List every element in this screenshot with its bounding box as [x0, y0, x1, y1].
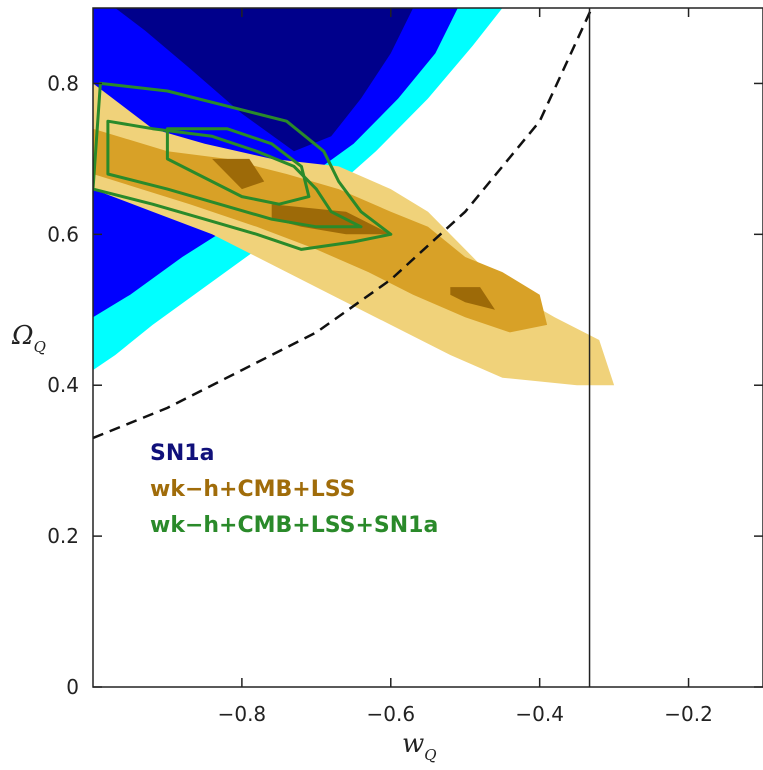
lss-contour-5	[450, 287, 495, 310]
x-tick-label: −0.2	[664, 702, 713, 726]
tick-layer: −0.8 −0.6 −0.4 −0.2 0 0.2 0.4 0.6 0.8	[47, 8, 763, 726]
legend-entry-sn1a: SN1a	[150, 441, 214, 466]
contour-layer	[93, 8, 615, 386]
y-tick-label: 0.6	[47, 222, 79, 246]
legend: SN1a wk−h+CMB+LSS wk−h+CMB+LSS+SN1a	[150, 441, 438, 538]
plot-frame	[92, 7, 763, 688]
x-axis-label: wQ	[402, 729, 437, 764]
y-tick-label: 0	[66, 675, 79, 699]
lss-contour-3	[212, 158, 265, 190]
y-tick-label: 0.2	[47, 524, 79, 548]
y-tick-label: 0.4	[47, 373, 79, 397]
sn1a-contour-3	[115, 8, 414, 152]
x-tick-label: −0.4	[515, 702, 564, 726]
overlay-layer	[93, 8, 593, 687]
legend-entry-wkh-cmb-lss-sn1a: wk−h+CMB+LSS+SN1a	[150, 513, 438, 538]
y-axis-label: ΩQ	[11, 321, 46, 356]
x-tick-label: −0.6	[366, 702, 415, 726]
acceleration-boundary-curve	[93, 8, 593, 440]
combined-contour-1	[93, 81, 393, 251]
combined-contour-3	[165, 127, 311, 206]
y-tick-label: 0.8	[47, 71, 79, 95]
x-tick-label: −0.8	[218, 702, 267, 726]
combined-contour-2	[106, 119, 363, 229]
legend-entry-wkh-cmb-lss: wk−h+CMB+LSS	[150, 477, 355, 502]
